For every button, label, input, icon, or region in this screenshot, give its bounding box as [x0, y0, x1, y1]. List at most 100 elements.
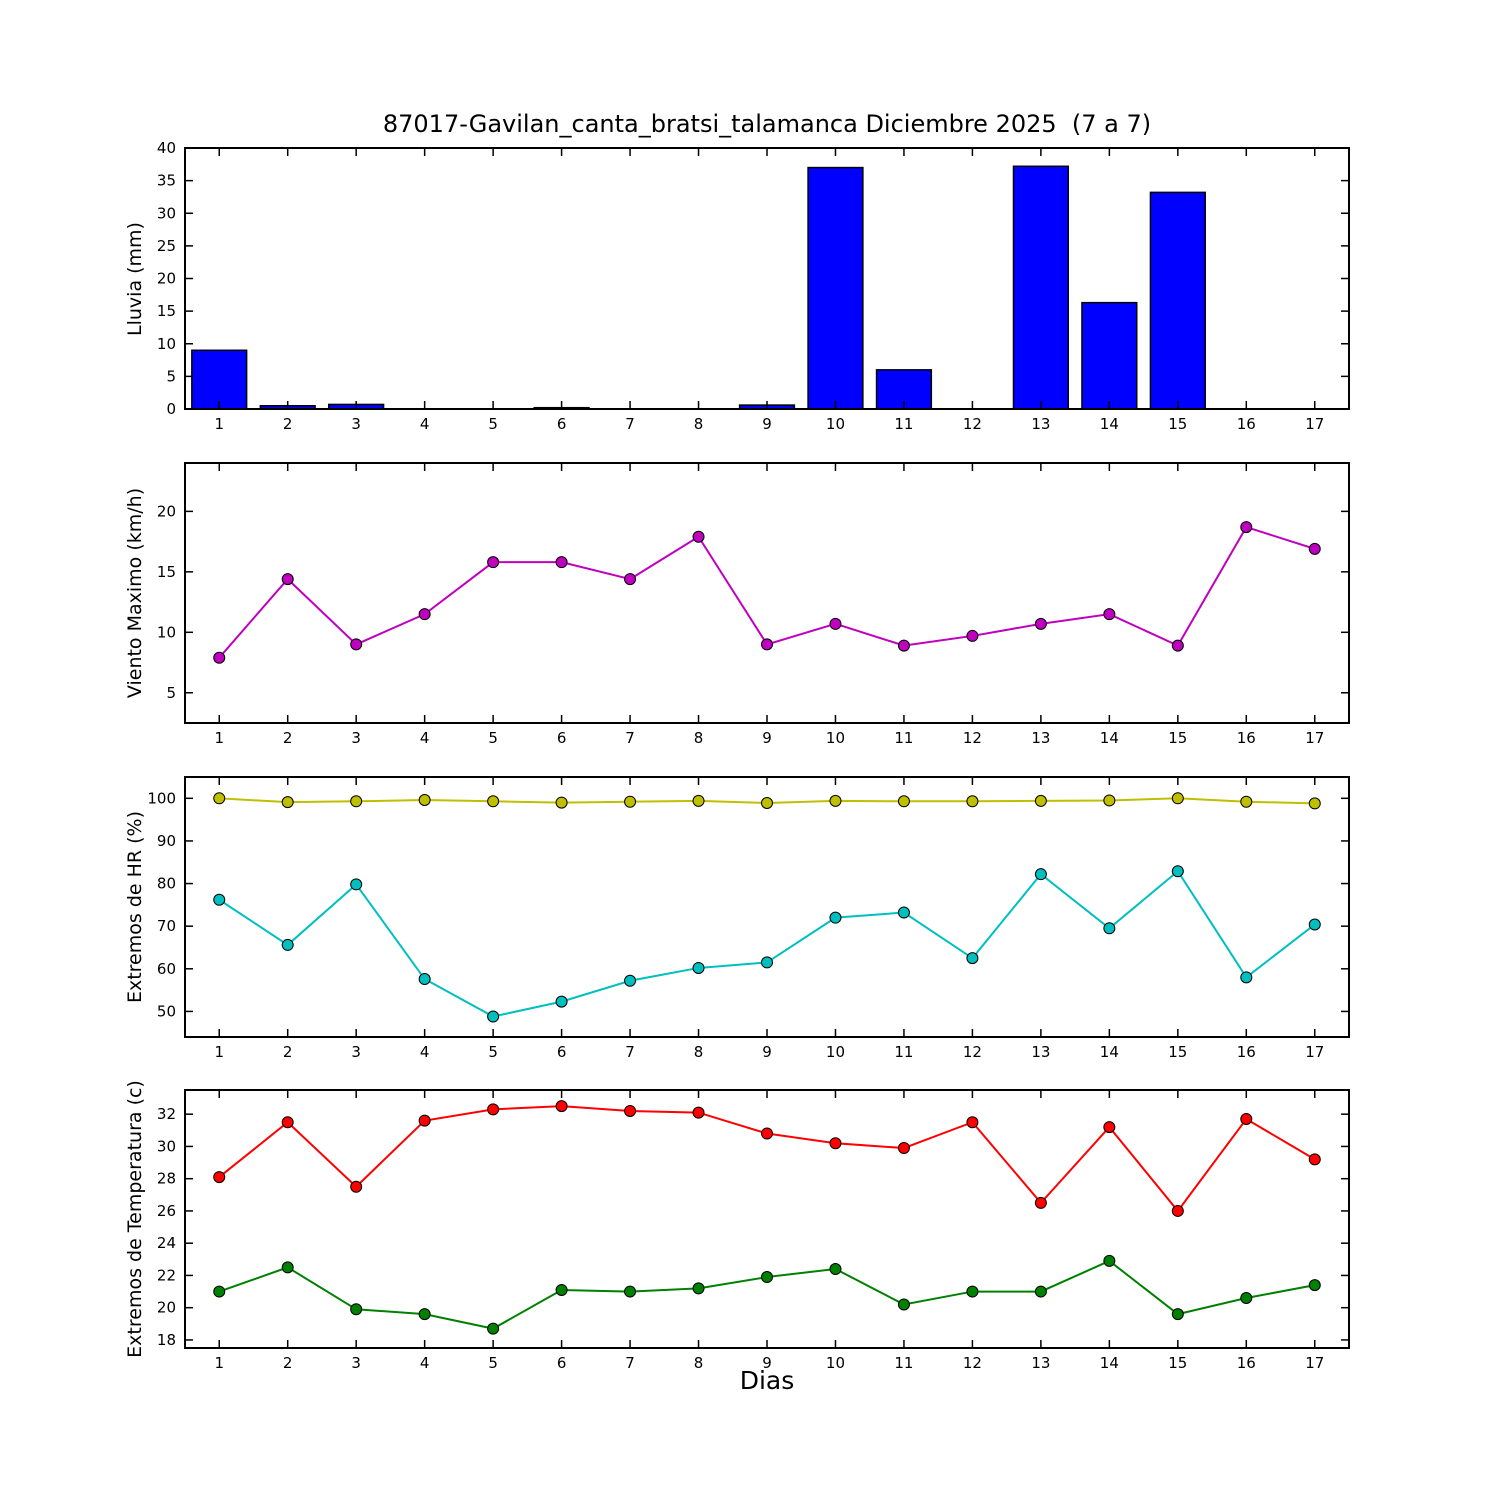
marker-hr_maxima [1034, 794, 1047, 807]
panel-temperatura: 1 2 3 4 5 6 7 8 9 10 11 12 13 14 15 16 17 18 20 22 24 26 28 30 3… [124, 1080, 1350, 1372]
chart-title: 87017-Gavilan_canta_bratsi_talamanca Dic… [382, 110, 1152, 138]
x-tick-label: 5 [488, 729, 498, 747]
rain-bar [1081, 301, 1138, 410]
x-tick-label: 10 [826, 729, 845, 747]
marker-temp_maxima [1034, 1196, 1047, 1209]
marker-viento_maximo [1308, 542, 1321, 555]
x-tick-label: 17 [1305, 729, 1324, 747]
y-tick-label: 40 [157, 139, 176, 157]
marker-temp_minima [761, 1271, 773, 1284]
x-tick-label: 7 [625, 415, 635, 433]
marker-viento_maximo [1103, 608, 1116, 621]
marker-temp_minima [1171, 1308, 1184, 1321]
x-tick-label: 16 [1237, 1354, 1256, 1372]
x-tick-label: 3 [351, 1043, 361, 1061]
x-tick-label: 16 [1237, 729, 1256, 747]
x-tick-label: 16 [1237, 1043, 1256, 1061]
marker-hr_maxima [555, 796, 568, 809]
y-tick-label: 20 [157, 270, 176, 288]
marker-hr_maxima [1171, 792, 1184, 805]
marker-hr_minima [966, 952, 979, 965]
x-tick-label: 1 [214, 415, 224, 433]
marker-temp_maxima [281, 1116, 294, 1129]
marker-hr_maxima [966, 795, 979, 808]
marker-viento_maximo [966, 629, 979, 642]
y-tick-label: 10 [157, 335, 176, 353]
marker-hr_maxima [624, 795, 637, 808]
x-tick-label: 9 [762, 1043, 772, 1061]
x-tick-label: 16 [1237, 415, 1256, 433]
x-tick-label: 1 [214, 729, 224, 747]
marker-viento_maximo [624, 573, 637, 586]
series-line-hr_minima [218, 869, 1316, 1018]
rain-bar [1012, 165, 1070, 410]
x-tick-label: 14 [1100, 1043, 1119, 1061]
marker-temp_minima [1240, 1292, 1253, 1305]
x-tick-label: 2 [283, 729, 293, 747]
marker-temp_minima [966, 1285, 979, 1298]
x-tick-label: 7 [625, 729, 635, 747]
x-tick-label: 6 [557, 415, 567, 433]
marker-temp_minima [213, 1285, 226, 1298]
x-tick-label: 9 [762, 1354, 772, 1372]
y-tick-label: 50 [157, 1002, 176, 1020]
marker-viento_maximo [555, 556, 568, 569]
marker-temp_maxima [897, 1142, 910, 1155]
marker-temp_maxima [418, 1114, 431, 1127]
x-tick-label: 6 [557, 1043, 567, 1061]
marker-hr_maxima [487, 795, 500, 808]
marker-hr_maxima [692, 794, 705, 807]
y-tick-label: 20 [157, 502, 176, 520]
marker-viento_maximo [897, 639, 910, 652]
x-tick-label: 4 [420, 729, 430, 747]
x-tick-label: 3 [351, 1354, 361, 1372]
x-tick-label: 13 [1031, 729, 1050, 747]
marker-temp_minima [350, 1303, 363, 1316]
marker-viento_maximo [1034, 617, 1047, 630]
marker-temp_minima [418, 1308, 431, 1321]
marker-temp_minima [487, 1322, 500, 1335]
marker-temp_maxima [829, 1137, 842, 1150]
y-tick-label: 0 [166, 400, 176, 418]
x-tick-label: 14 [1100, 729, 1119, 747]
panel-viento: 1 2 3 4 5 6 7 8 9 10 11 12 13 14 15 16 17 5 10 15 20 Viento … [124, 462, 1350, 747]
x-tick-label: 5 [488, 1354, 498, 1372]
y-tick-label: 32 [157, 1105, 176, 1123]
y-tick-label: 15 [157, 302, 176, 320]
marker-viento_maximo [1240, 521, 1253, 534]
panel-lluvia: 1 2 3 4 5 6 7 8 9 10 11 12 13 14 15 16 17 0 5 10 15 20 25 30 35 4… [124, 139, 1350, 433]
marker-hr_maxima [1240, 795, 1253, 808]
x-tick-label: 10 [826, 1043, 845, 1061]
y-axis-label-temperatura: Extremos de Temperatura (c) [124, 1080, 146, 1358]
marker-hr_minima [1171, 865, 1184, 878]
marker-temp_minima [624, 1285, 637, 1298]
y-tick-label: 100 [147, 789, 176, 807]
y-tick-label: 35 [157, 172, 176, 190]
marker-hr_maxima [418, 794, 431, 807]
x-tick-label: 17 [1305, 1354, 1324, 1372]
marker-hr_minima [692, 961, 705, 974]
y-tick-label: 15 [157, 563, 176, 581]
y-tick-label: 5 [166, 684, 176, 702]
x-tick-label: 5 [488, 1043, 498, 1061]
marker-viento_maximo [487, 556, 500, 569]
x-tick-label: 12 [963, 1354, 982, 1372]
x-tick-label: 2 [283, 415, 293, 433]
x-tick-label: 8 [694, 1043, 704, 1061]
marker-temp_maxima [350, 1180, 363, 1193]
marker-hr_minima [829, 911, 842, 924]
x-tick-label: 17 [1305, 1043, 1324, 1061]
marker-viento_maximo [692, 530, 705, 543]
x-tick-label: 7 [625, 1354, 635, 1372]
marker-hr_minima [761, 956, 773, 969]
x-tick-label: 1 [214, 1354, 224, 1372]
y-tick-label: 28 [157, 1170, 176, 1188]
marker-temp_minima [281, 1261, 294, 1274]
marker-hr_maxima [1308, 797, 1321, 810]
x-tick-label: 15 [1168, 729, 1187, 747]
x-tick-label: 11 [894, 1354, 913, 1372]
y-tick-label: 22 [157, 1266, 176, 1284]
x-tick-label: 13 [1031, 1043, 1050, 1061]
series-line-viento_maximo [218, 525, 1316, 659]
y-tick-label: 70 [157, 917, 176, 935]
